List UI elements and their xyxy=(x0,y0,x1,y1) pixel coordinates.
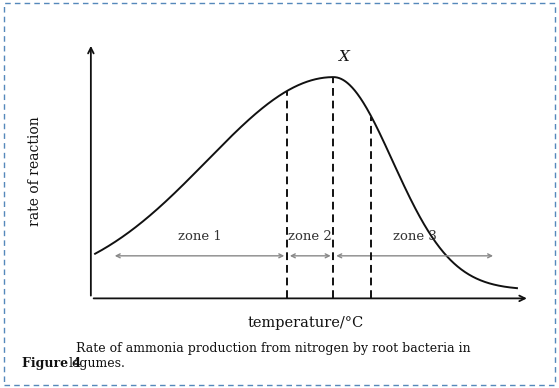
Text: X: X xyxy=(339,50,349,64)
Text: zone 3: zone 3 xyxy=(393,230,437,243)
Text: Figure 4: Figure 4 xyxy=(22,357,82,370)
Text: temperature/°C: temperature/°C xyxy=(248,317,364,331)
Text: Rate of ammonia production from nitrogen by root bacteria in
legumes.: Rate of ammonia production from nitrogen… xyxy=(68,342,471,370)
Text: rate of reaction: rate of reaction xyxy=(28,116,42,225)
Text: zone 2: zone 2 xyxy=(288,230,332,243)
Text: zone 1: zone 1 xyxy=(178,230,221,243)
